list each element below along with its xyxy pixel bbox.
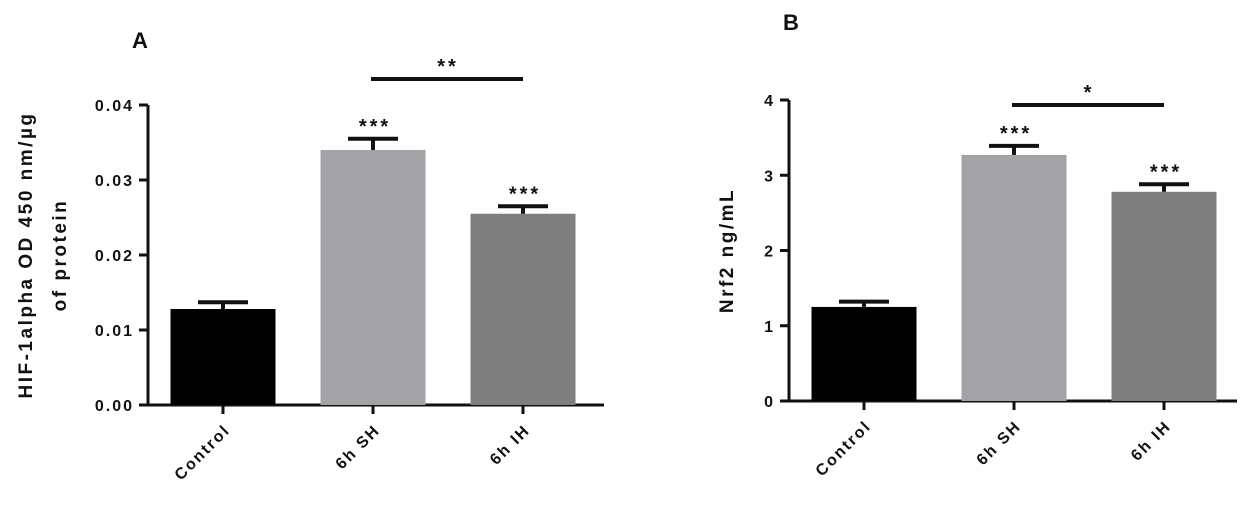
x-category-label: Control: [172, 422, 234, 484]
bar-control: [170, 309, 276, 405]
bar-6h-sh: [320, 150, 426, 405]
y-tick-label: 0.01: [95, 323, 134, 340]
bar-6h-sh: [961, 154, 1067, 401]
x-category-label: Control: [813, 418, 875, 480]
chart-panel-a: A 0.00 0.01 0.02 0.03 0.04 Control 6h SH *** 6h I…: [16, 28, 604, 484]
significance-marker: ***: [1150, 161, 1182, 183]
panel-label: B: [783, 10, 799, 35]
y-tick-label: 0: [764, 394, 775, 411]
y-axis-title: of protein: [50, 199, 71, 312]
y-axis-title: Nrf2 ng/mL: [717, 188, 738, 313]
significance-marker: ***: [1000, 123, 1032, 145]
y-tick-label: 0.00: [95, 398, 134, 415]
x-category-label: 6h IH: [487, 422, 534, 469]
bar-6h-ih: [470, 213, 576, 405]
significance-marker: ***: [509, 183, 541, 205]
significance-marker: ***: [359, 116, 391, 138]
y-tick-label: 1: [764, 319, 775, 336]
y-tick-label: 3: [764, 168, 775, 185]
y-tick-label: 0.04: [95, 98, 134, 115]
x-category-label: 6h SH: [333, 422, 384, 473]
comparison-significance: *: [1084, 82, 1095, 104]
bar-control: [811, 306, 917, 401]
x-category-label: 6h IH: [1128, 418, 1175, 465]
bar-6h-ih: [1111, 191, 1217, 401]
panel-label: A: [132, 28, 148, 53]
y-axis-title: HIF-1alpha OD 450 nm/µg: [16, 112, 37, 399]
y-tick-label: 0.03: [95, 173, 134, 190]
x-category-label: 6h SH: [974, 418, 1025, 469]
y-tick-label: 0.02: [95, 248, 134, 265]
y-tick-label: 2: [764, 244, 775, 261]
y-tick-label: 4: [764, 93, 775, 110]
comparison-significance: **: [437, 56, 459, 78]
